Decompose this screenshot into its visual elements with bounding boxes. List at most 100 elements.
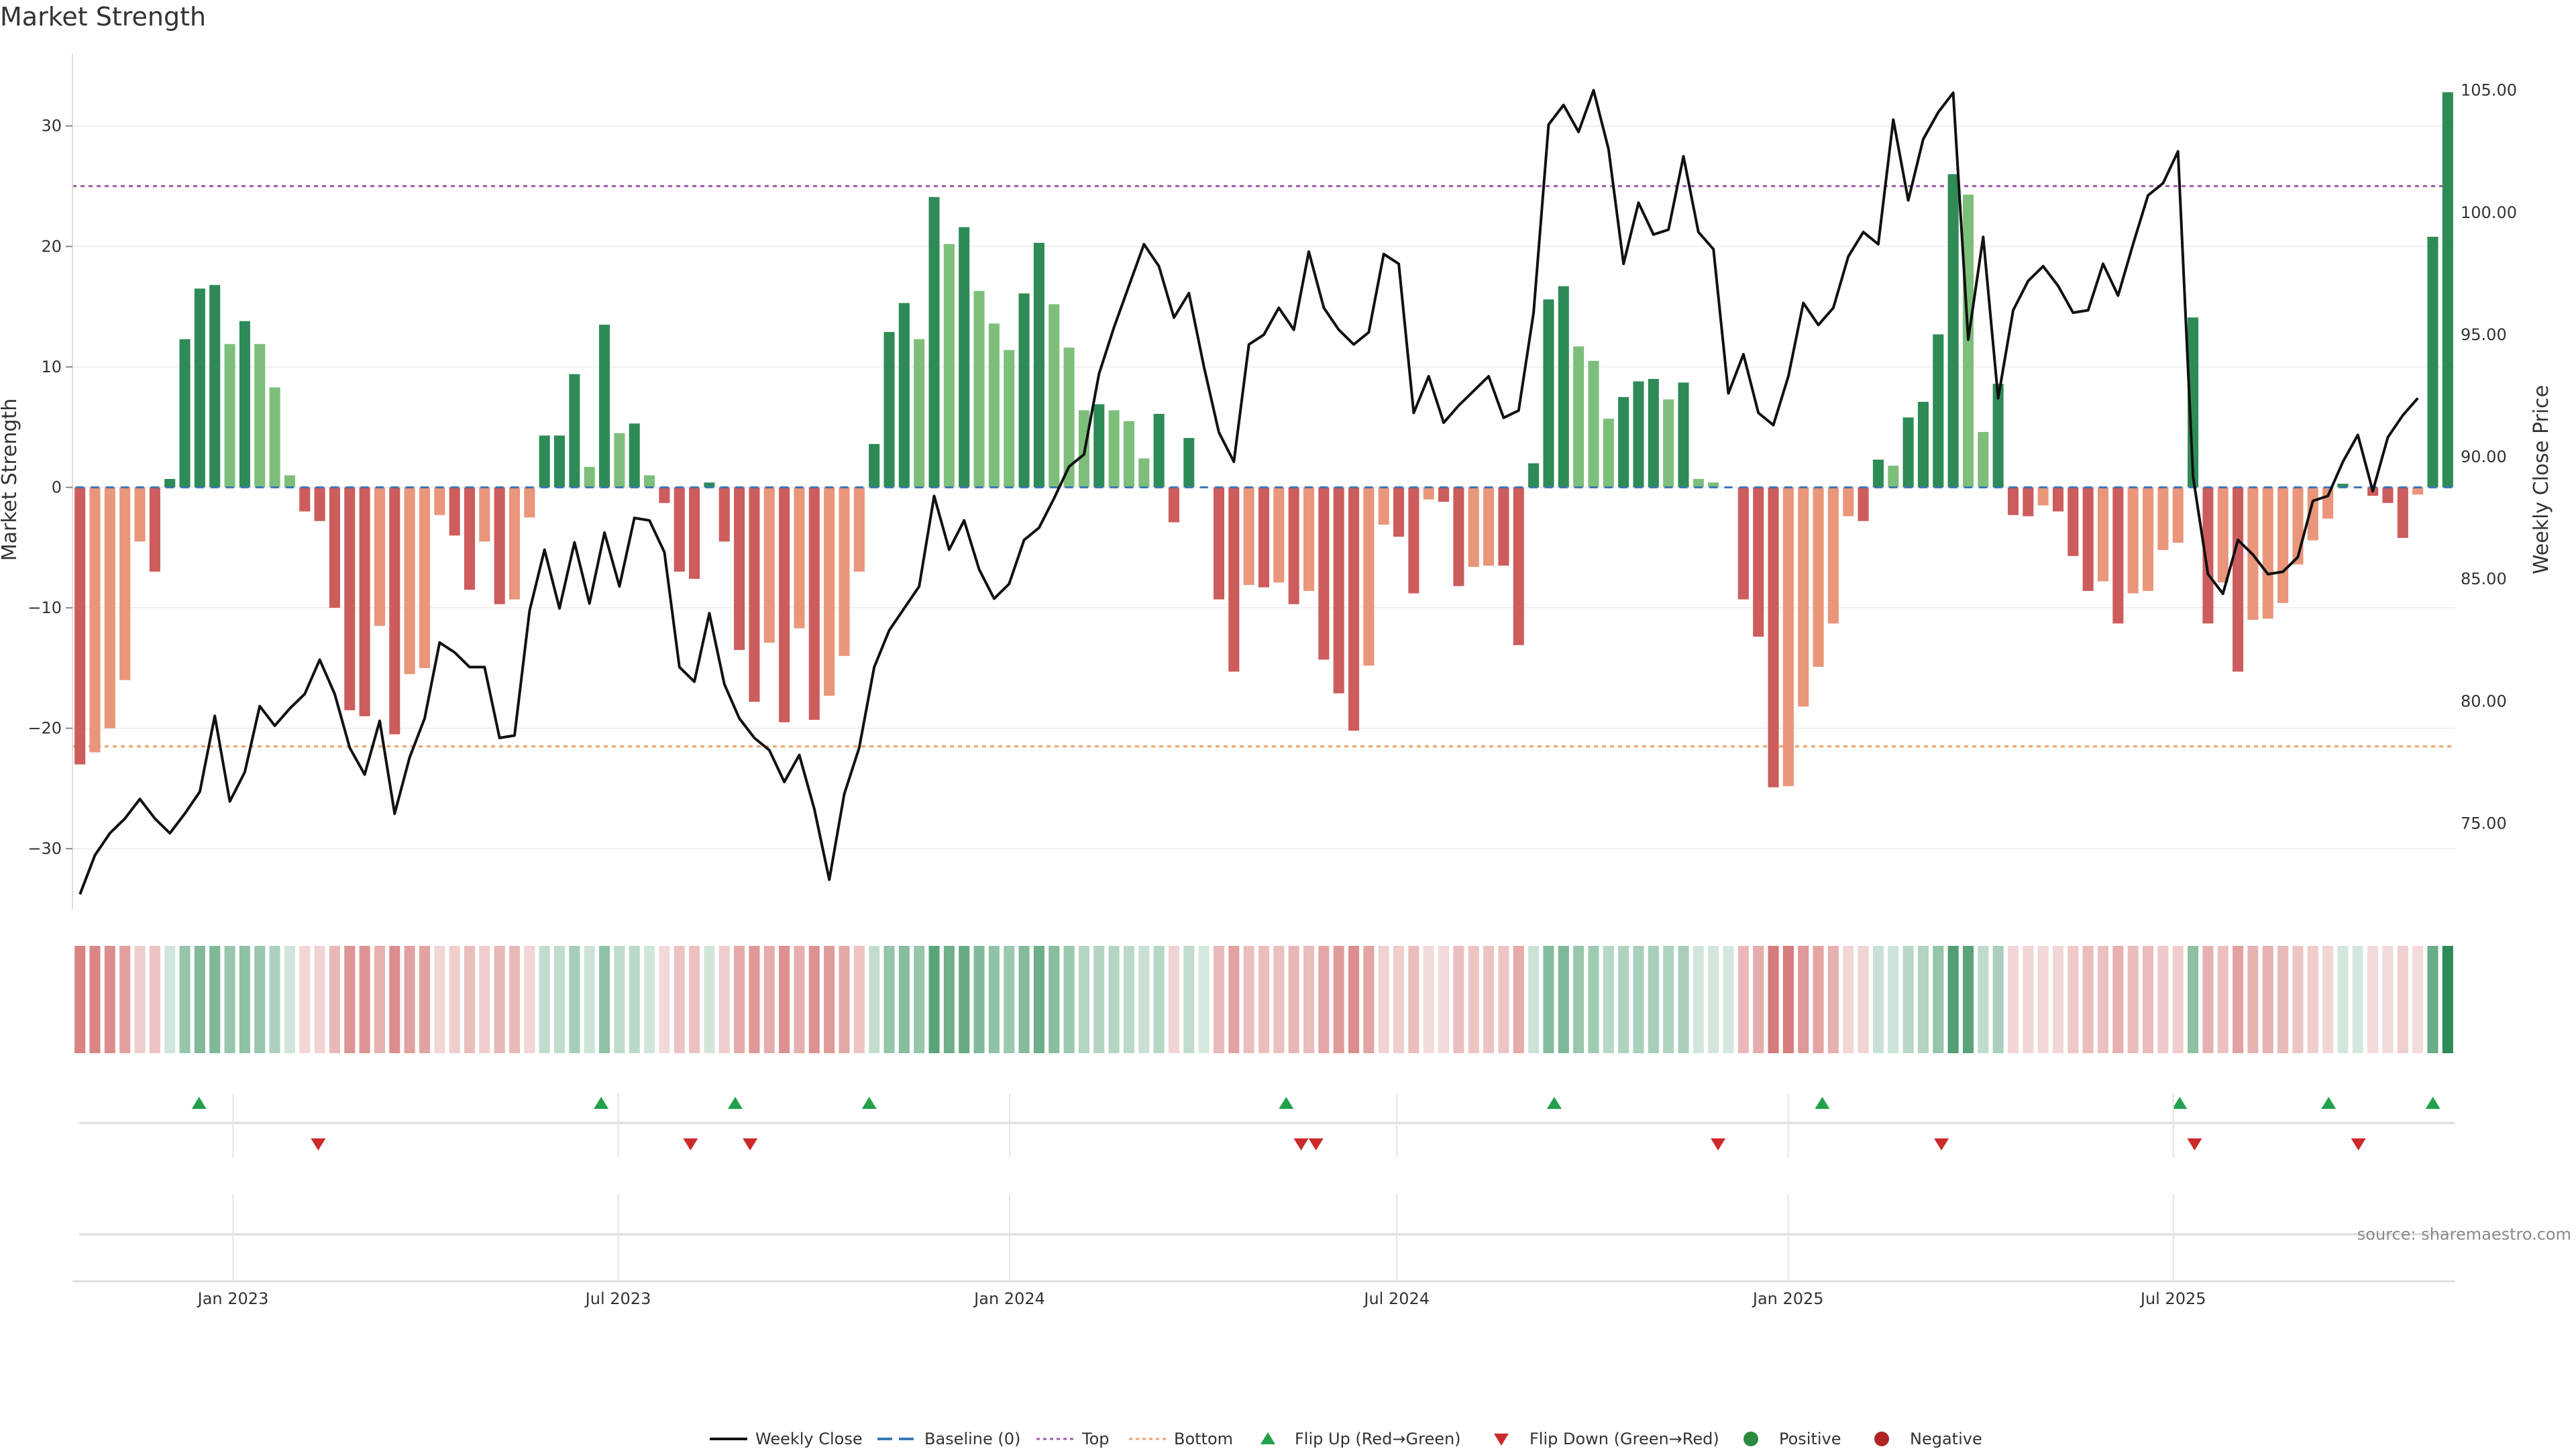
strip-cell [239, 946, 250, 1053]
strength-bar [209, 284, 221, 488]
strength-bar [329, 487, 340, 608]
strength-bar [718, 487, 730, 542]
strength-bar [898, 303, 910, 488]
strength-bar [1498, 487, 1509, 566]
strength-bar [2217, 487, 2229, 583]
strip-cell [2427, 946, 2438, 1053]
strip-cell [1962, 946, 1974, 1053]
legend-label: Negative [1910, 1430, 1982, 1448]
strength-bar [644, 475, 655, 488]
strip-cell [104, 946, 115, 1053]
strip-cell [1303, 946, 1315, 1053]
strength-bar [194, 288, 205, 488]
strength-bar [89, 487, 101, 753]
strength-bar [1813, 487, 1824, 667]
strength-bar [1528, 463, 1540, 488]
strip-cell [1978, 946, 1989, 1053]
strip-cell [704, 946, 715, 1053]
left-axis: 30 20 10 0 −10 −20 −30 [28, 54, 73, 909]
y-tick-label: −20 [28, 719, 62, 738]
strip-cell [1933, 946, 1944, 1053]
flip-down-marker [2187, 1138, 2202, 1150]
lower-panel [72, 1233, 2455, 1283]
strip-cell [299, 946, 311, 1053]
flip-down-markers [311, 1138, 2366, 1150]
strength-bar [1678, 382, 1689, 488]
strip-cell [329, 946, 340, 1053]
strength-bar [584, 466, 595, 488]
strength-bar [599, 325, 610, 488]
strip-cell [1618, 946, 1629, 1053]
strip-cell [1693, 946, 1704, 1053]
strip-cell [2112, 946, 2124, 1053]
strength-bar [1093, 404, 1105, 488]
strip-cell [254, 946, 266, 1053]
strength-bar [794, 487, 805, 629]
strength-bar [1438, 487, 1450, 502]
strip-cell [1723, 946, 1734, 1053]
strip-cell [2352, 946, 2363, 1053]
strip-cell [1453, 946, 1464, 1053]
legend-label: Positive [1779, 1430, 1841, 1448]
strength-bar [1513, 487, 1524, 645]
strength-bar [134, 487, 146, 542]
strip-cell [1198, 946, 1210, 1053]
strip-cell [539, 946, 550, 1053]
flip-up-marker [1546, 1097, 1562, 1109]
strength-bar [299, 487, 311, 512]
strength-bar [689, 487, 700, 579]
strength-heat-strip [74, 946, 2453, 1053]
strip-cell [674, 946, 685, 1053]
strip-cell [149, 946, 160, 1053]
strength-bar [254, 343, 266, 488]
strip-cell [1333, 946, 1344, 1053]
strip-cell [839, 946, 850, 1053]
strength-bar [1483, 487, 1495, 566]
strength-bar [943, 244, 955, 488]
strip-cell [374, 946, 386, 1053]
strength-bar [2382, 487, 2394, 503]
legend-swatch [1743, 1432, 1758, 1446]
legend-item-flip-down: Flip Down (Green→Red) [1494, 1430, 1719, 1448]
flip-down-marker [1711, 1138, 1726, 1150]
strength-bar [359, 487, 370, 716]
strip-cell [1858, 946, 1869, 1053]
flip-up-marker [727, 1097, 743, 1109]
strip-cell [1513, 946, 1524, 1053]
strip-cell [1528, 946, 1540, 1053]
strength-bar [2112, 487, 2124, 624]
strip-cell [659, 946, 670, 1053]
strength-bar [374, 487, 386, 626]
strength-bar [1468, 487, 1479, 567]
strength-bar [1258, 487, 1270, 588]
strip-cell [2052, 946, 2064, 1053]
strength-bar [779, 487, 790, 722]
strength-bar [1947, 174, 1959, 488]
strength-bar [1588, 360, 1599, 488]
strip-cell [1888, 946, 1899, 1053]
strip-cell [928, 946, 940, 1053]
strip-cell [524, 946, 535, 1053]
strip-cell [629, 946, 640, 1053]
strength-bar [734, 487, 745, 650]
strip-cell [1947, 946, 1959, 1053]
strip-cell [314, 946, 325, 1053]
strength-bar [2427, 236, 2438, 488]
strength-bar [869, 443, 880, 488]
legend-item-baseline: Baseline (0) [877, 1430, 1020, 1448]
strip-cell [134, 946, 146, 1053]
strip-cell [689, 946, 700, 1053]
flip-up-markers [191, 1097, 2440, 1109]
strength-bar [1138, 458, 1150, 488]
strip-cell [1393, 946, 1405, 1053]
strip-cell [1678, 946, 1689, 1053]
strip-cell [1438, 946, 1450, 1053]
strip-cell [869, 946, 880, 1053]
flip-down-marker [311, 1138, 326, 1150]
strength-bars [74, 92, 2453, 788]
source-note: source: sharemaestro.com [2357, 1225, 2571, 1244]
strength-bar [1992, 384, 2004, 488]
strength-bar [1049, 304, 1060, 488]
strength-bar [419, 487, 431, 668]
